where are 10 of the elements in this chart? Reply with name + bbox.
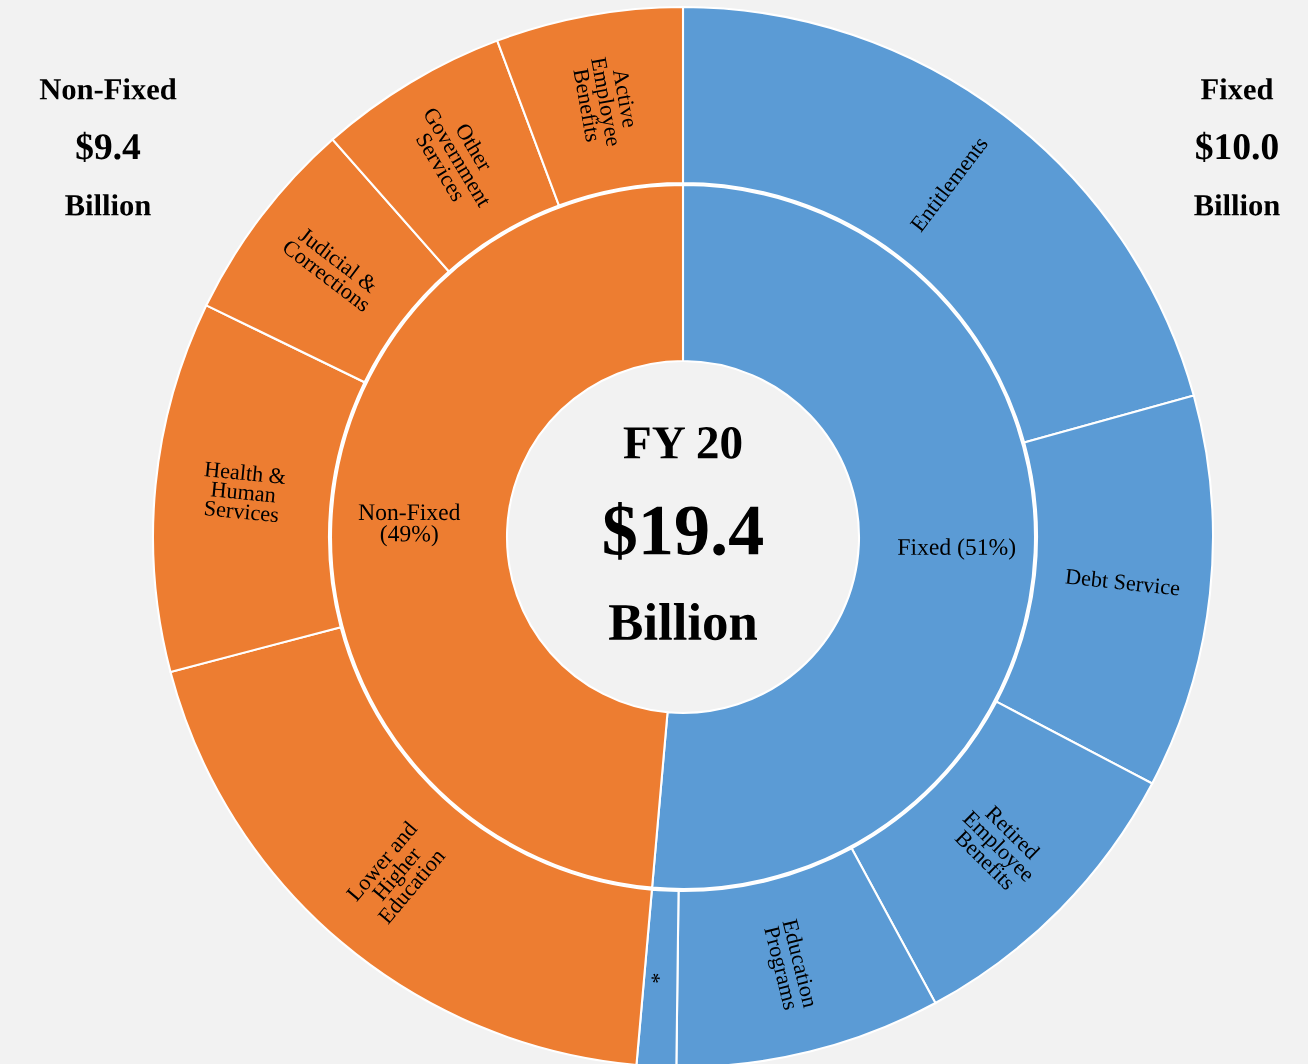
text: Fixed $10.0 Billion bbox=[1194, 78, 1280, 216]
slice-label: Health & Human Services bbox=[204, 460, 287, 523]
data-label: Fixed (51%) bbox=[898, 538, 1016, 560]
slice-label: Active Employee Benefits bbox=[573, 56, 638, 148]
slice-label: Debt Service bbox=[1065, 568, 1181, 596]
text: Non-Fixed $9.4 Billion bbox=[39, 78, 177, 216]
data-label: Non-Fixed (49%) bbox=[358, 503, 461, 547]
slice-label: Education Programs bbox=[759, 918, 819, 1012]
text: FY 20 $19.4 Billion bbox=[604, 426, 763, 641]
slice-label: * bbox=[651, 973, 660, 983]
